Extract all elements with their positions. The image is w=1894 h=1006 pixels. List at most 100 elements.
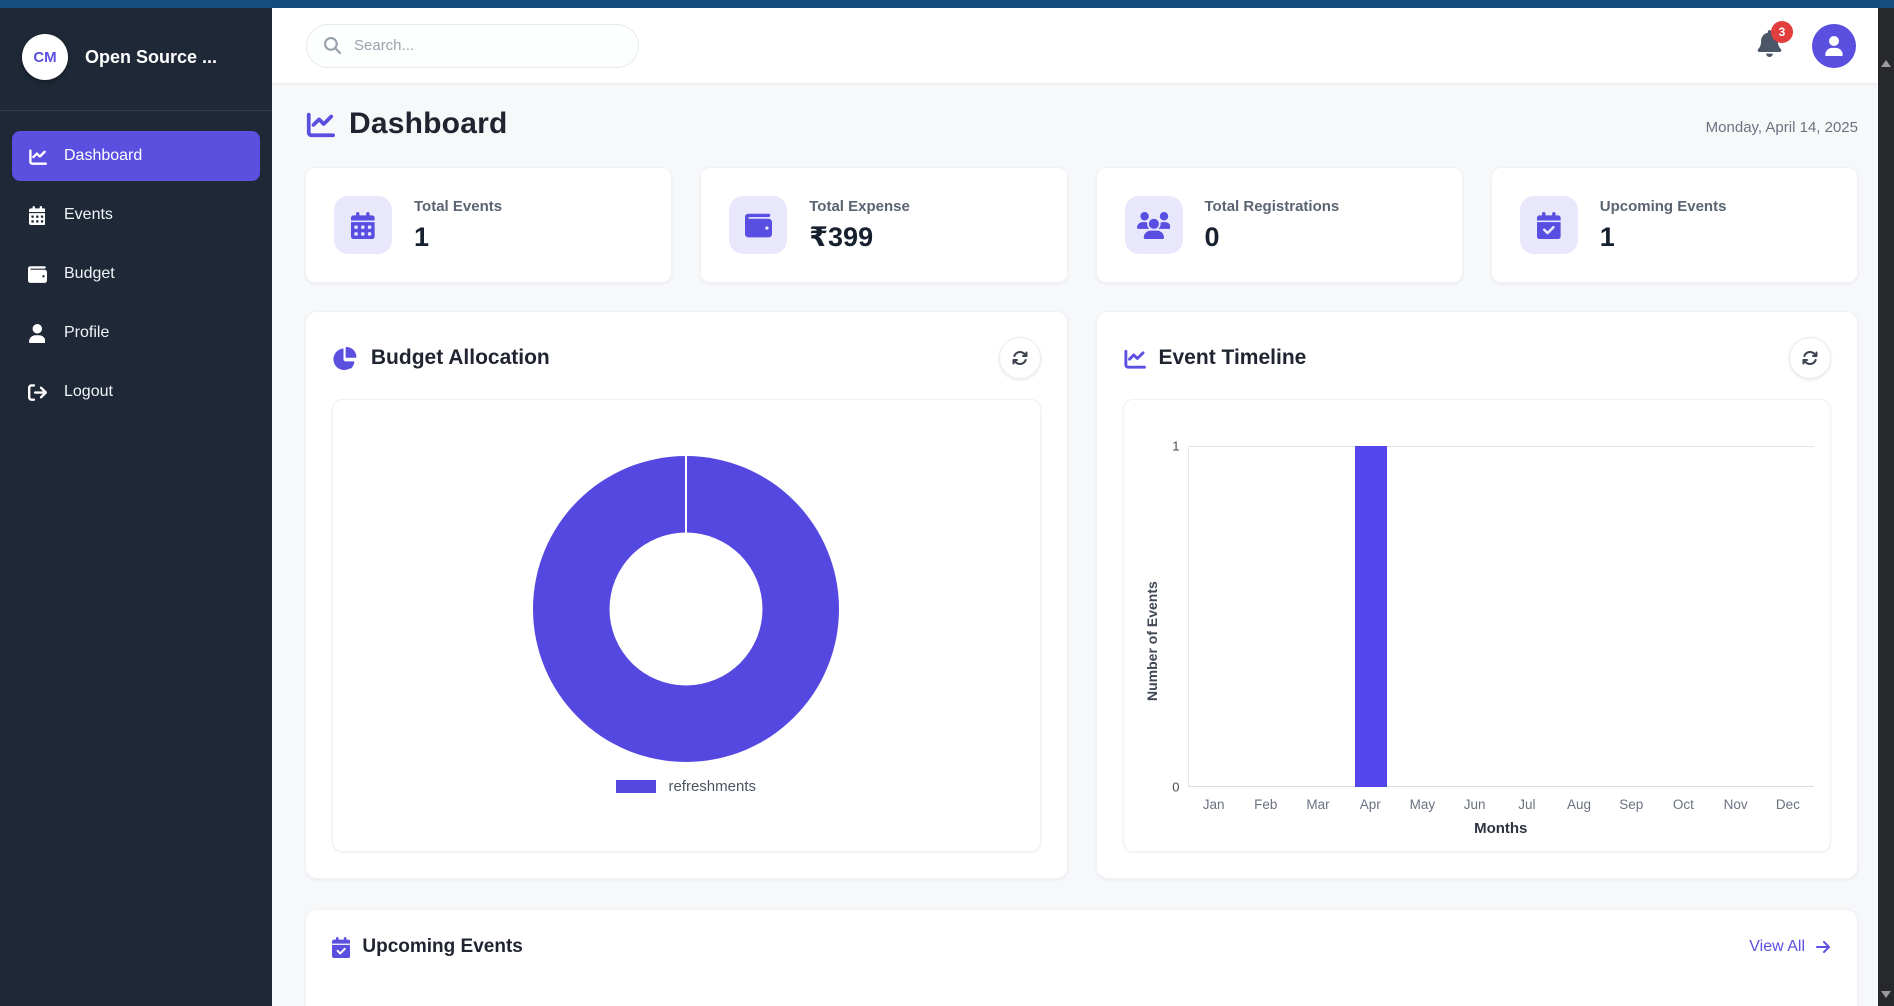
logout-icon [27, 383, 47, 402]
x-axis-line [1188, 786, 1814, 787]
sidebar-item-label: Logout [64, 383, 113, 400]
bar-chart: Number of Events 1 0 [1124, 400, 1831, 851]
chart-line-icon [1123, 349, 1146, 369]
app-layout: CM Open Source ... Dashboard Events Budg… [0, 8, 1894, 1006]
x-tick: Oct [1672, 797, 1694, 812]
x-tick-labels: Jan Feb Mar Apr May Jun Jul Aug Sep Oc [1188, 787, 1815, 812]
stat-text: Total Expense ₹399 [809, 198, 910, 253]
search-box [306, 23, 639, 68]
x-tick: Aug [1567, 797, 1592, 812]
y-tick: 1 [1172, 438, 1180, 454]
x-tick: Feb [1254, 797, 1278, 812]
stat-value: 1 [414, 221, 430, 252]
refresh-budget-button[interactable] [998, 337, 1041, 379]
legend-swatch [616, 780, 657, 793]
sidebar-header: CM Open Source ... [0, 8, 272, 104]
user-icon [27, 323, 47, 343]
dashboard-content: Dashboard Monday, April 14, 2025 Total E… [272, 83, 1878, 1006]
sidebar-item-label: Profile [64, 324, 110, 341]
user-icon [1825, 35, 1843, 56]
calendar-icon [334, 196, 392, 254]
sidebar-item-dashboard[interactable]: Dashboard [12, 131, 260, 181]
charts-row: Budget Allocation [305, 311, 1858, 879]
budget-allocation-card: Budget Allocation [305, 311, 1068, 879]
sidebar: CM Open Source ... Dashboard Events Budg… [0, 8, 272, 1006]
sidebar-item-logout[interactable]: Logout [12, 367, 260, 417]
calendar-check-icon [332, 936, 351, 958]
card-title-text: Event Timeline [1158, 346, 1307, 369]
sidebar-item-label: Dashboard [64, 147, 143, 164]
donut-legend: refreshments [616, 778, 756, 795]
scrollbar-down-arrow[interactable] [1881, 991, 1891, 998]
card-title: Event Timeline [1123, 346, 1307, 370]
event-timeline-card: Event Timeline Number of Events [1095, 311, 1858, 879]
stat-value: 1 [1599, 221, 1615, 252]
bar [1354, 446, 1388, 787]
x-tick: Jan [1202, 797, 1225, 812]
pie-chart-icon [333, 346, 357, 370]
notifications-button[interactable]: 3 [1757, 20, 1793, 62]
chart-line-icon [27, 147, 47, 166]
upcoming-events-card: Upcoming Events View All [305, 909, 1858, 1006]
stat-card-total-events: Total Events 1 [305, 167, 673, 283]
card-header: Event Timeline [1097, 312, 1858, 399]
page-header: Dashboard Monday, April 14, 2025 [305, 107, 1858, 141]
sidebar-item-profile[interactable]: Profile [12, 308, 260, 358]
view-all-label: View All [1749, 938, 1805, 955]
y-axis-title: Number of Events [1143, 581, 1160, 702]
current-date: Monday, April 14, 2025 [1705, 119, 1858, 136]
sidebar-nav: Dashboard Events Budget Profile Logout [0, 131, 272, 417]
sidebar-item-label: Events [64, 206, 113, 223]
refresh-icon [1012, 350, 1027, 365]
vertical-scrollbar[interactable] [1878, 8, 1894, 1006]
refresh-timeline-button[interactable] [1789, 337, 1831, 379]
main-column: 3 Dashboard Monday, April 14, 2025 [272, 8, 1878, 1006]
topbar-actions: 3 [1757, 20, 1856, 68]
stat-card-total-registrations: Total Registrations 0 [1095, 167, 1463, 283]
donut-hole [609, 532, 763, 686]
view-all-link[interactable]: View All [1749, 936, 1831, 956]
x-tick: May [1409, 797, 1436, 812]
bars [1189, 446, 1815, 787]
scrollbar-up-arrow[interactable] [1881, 60, 1891, 67]
stat-text: Total Events 1 [414, 198, 502, 253]
calendar-check-icon [1519, 196, 1578, 254]
x-tick: Apr [1359, 797, 1381, 812]
wallet-icon [27, 265, 47, 284]
stat-label: Total Expense [809, 197, 910, 215]
y-tick: 0 [1172, 779, 1180, 795]
x-tick: Nov [1723, 797, 1748, 812]
x-tick: Dec [1775, 797, 1800, 812]
card-title-text: Budget Allocation [370, 346, 550, 369]
sidebar-item-events[interactable]: Events [12, 190, 260, 240]
sidebar-item-label: Budget [64, 265, 115, 282]
x-tick: Jul [1518, 797, 1536, 812]
bar-chart-main: 1 0 [1160, 439, 1815, 837]
stat-label: Total Registrations [1204, 197, 1340, 215]
stat-card-upcoming-events: Upcoming Events 1 [1490, 167, 1858, 283]
stat-label: Upcoming Events [1599, 197, 1727, 215]
x-tick: Jun [1463, 797, 1486, 812]
donut-chart: refreshments [333, 400, 1040, 851]
wallet-icon [729, 196, 788, 254]
card-title-text: Upcoming Events [362, 936, 523, 957]
sidebar-item-budget[interactable]: Budget [12, 249, 260, 299]
stat-text: Total Registrations 0 [1205, 198, 1340, 253]
donut-ring [533, 456, 840, 762]
arrow-right-icon [1816, 940, 1830, 954]
app-name: Open Source ... [85, 46, 218, 67]
gridline [1188, 446, 1814, 447]
search-input[interactable] [354, 37, 621, 54]
bar-chart-area: Number of Events 1 0 [1122, 399, 1831, 852]
notification-count-badge: 3 [1771, 20, 1793, 43]
x-tick: Mar [1306, 797, 1330, 812]
search-icon [324, 37, 341, 54]
stat-cards-row: Total Events 1 Total Expense ₹399 Total … [305, 167, 1858, 283]
profile-avatar-button[interactable] [1812, 23, 1856, 68]
page-title-text: Dashboard [349, 107, 508, 140]
bar-plot-area: 1 0 [1172, 439, 1815, 795]
refresh-icon [1802, 350, 1818, 365]
x-tick: Sep [1619, 797, 1644, 812]
page-title: Dashboard [305, 107, 508, 141]
stat-card-total-expense: Total Expense ₹399 [700, 167, 1068, 283]
